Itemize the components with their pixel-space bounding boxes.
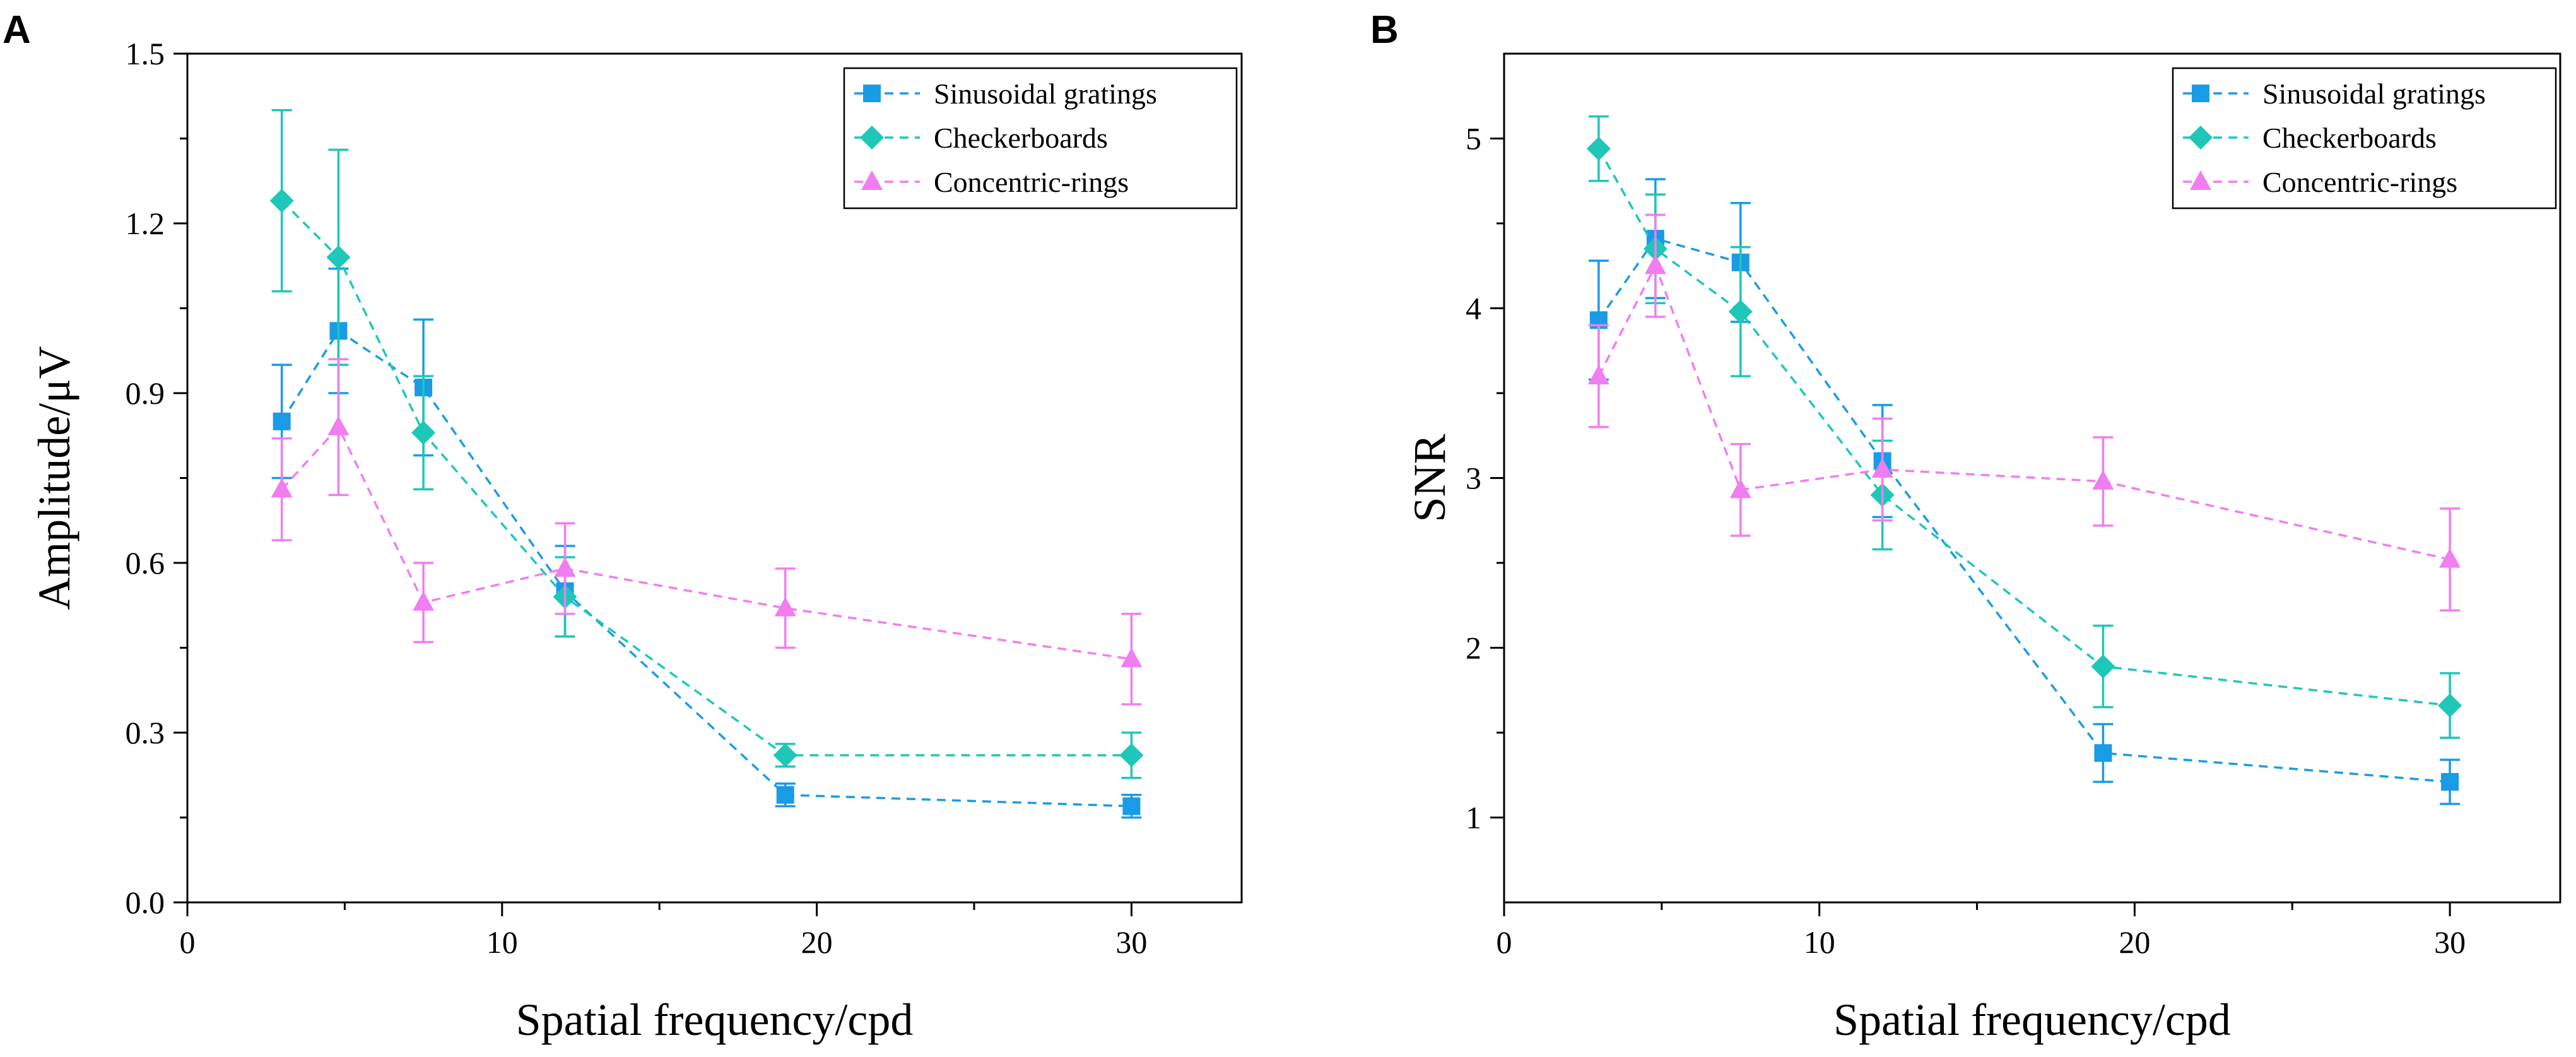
y-tick-label: 5 <box>1466 121 1481 156</box>
legend-marker <box>860 126 884 150</box>
data-point <box>776 786 794 804</box>
data-point <box>1120 647 1143 668</box>
y-axis-label: SNR <box>1404 434 1455 522</box>
series-line <box>281 199 1132 757</box>
x-tick-label: 10 <box>1804 924 1835 960</box>
legend: Sinusoidal gratings Checkerboards Concentr… <box>843 67 1238 210</box>
y-tick-label: 0.9 <box>126 375 165 411</box>
data-point <box>326 245 351 269</box>
x-tick-label: 20 <box>801 924 833 960</box>
y-tick-label: 2 <box>1466 630 1481 666</box>
series-checkerboard <box>269 109 1144 779</box>
legend-marker <box>2190 170 2211 190</box>
legend-label: Concentric-rings <box>934 166 1129 198</box>
series-concentric <box>271 358 1143 706</box>
data-point <box>1729 478 1751 499</box>
y-tick-label: 1.5 <box>126 36 165 71</box>
x-tick-label: 0 <box>1497 924 1512 960</box>
series-line <box>281 329 1132 808</box>
data-point <box>1587 365 1609 385</box>
series-sinusoidal <box>1588 178 2461 805</box>
series-concentric <box>1587 213 2461 612</box>
series-line <box>1597 263 2450 561</box>
x-tick-label: 0 <box>180 924 196 960</box>
legend-marker <box>861 170 883 190</box>
chart-panel-a: 0 10 20 30 0.0 0.3 0.6 0.9 1.2 1.5 Spatial frequen… <box>29 36 1243 1045</box>
y-tick-label: 1 <box>1466 800 1481 836</box>
data-point <box>271 478 293 498</box>
legend: Sinusoidal gratings Checkerboards Concentr… <box>2172 67 2557 210</box>
series-line <box>1597 237 2450 783</box>
data-point <box>411 420 436 445</box>
data-point <box>1586 136 1611 161</box>
y-tick-label: 0.0 <box>126 885 165 920</box>
legend-marker <box>863 85 881 102</box>
data-point <box>269 189 294 213</box>
y-tick-label: 3 <box>1466 461 1481 496</box>
panel-label-b: B <box>1370 8 1399 52</box>
x-tick-label: 20 <box>2119 924 2150 960</box>
data-point <box>1871 458 1893 478</box>
y-tick-label: 0.6 <box>126 545 165 581</box>
series-line <box>1597 148 2450 707</box>
x-axis-label: Spatial frequency/cpd <box>516 995 914 1045</box>
x-tick-label: 30 <box>2434 924 2466 960</box>
y-axis-label: Amplitude/μV <box>29 346 79 610</box>
data-point <box>1728 299 1753 324</box>
y-tick-label: 1.2 <box>126 206 165 241</box>
chart-panel-b: 0 10 20 30 1 2 3 4 5 Spatial frequency/cpd SNR Sinu… <box>1404 52 2561 1045</box>
data-point <box>1644 254 1666 275</box>
y-tick-label: 0.3 <box>126 715 165 750</box>
legend-box <box>843 67 1238 210</box>
x-tick-label: 10 <box>486 924 518 960</box>
legend-label: Concentric-rings <box>2262 166 2457 198</box>
data-point <box>2439 548 2461 568</box>
legend-marker <box>2189 126 2213 150</box>
legend-label: Checkerboards <box>2262 122 2437 154</box>
data-point <box>2438 693 2462 717</box>
data-point <box>1122 797 1141 815</box>
data-point <box>2094 744 2112 762</box>
x-axis-label: Spatial frequency/cpd <box>1833 995 2231 1045</box>
legend-label: Checkerboards <box>934 122 1108 154</box>
data-point <box>413 591 435 611</box>
data-point <box>773 743 797 767</box>
y-tick-label: 4 <box>1466 291 1481 326</box>
series-checkerboard <box>1586 115 2462 739</box>
data-point <box>273 412 291 430</box>
data-point <box>2091 654 2115 679</box>
legend-label: Sinusoidal gratings <box>934 78 1157 110</box>
data-point <box>1119 743 1144 767</box>
data-point <box>774 596 796 617</box>
data-point <box>2092 469 2114 490</box>
data-point <box>554 557 576 577</box>
series-sinusoidal <box>271 267 1142 819</box>
data-point <box>327 415 350 435</box>
x-tick-label: 30 <box>1115 924 1147 960</box>
legend-label: Sinusoidal gratings <box>2262 78 2486 110</box>
series-line <box>281 425 1132 661</box>
data-point <box>2441 773 2459 791</box>
legend-marker <box>2192 85 2209 102</box>
panel-label-a: A <box>3 8 31 52</box>
